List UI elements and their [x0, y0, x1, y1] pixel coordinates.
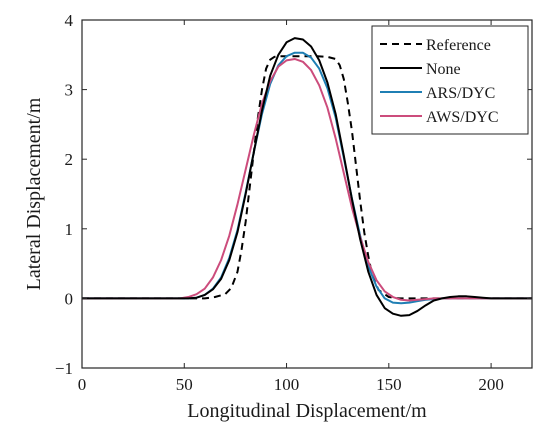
legend: Reference None ARS/DYC AWS/DYC — [371, 25, 529, 135]
x-tick-label: 100 — [274, 375, 300, 394]
ticks: 0 50 100 150 200 −1 0 1 2 3 4 — [55, 11, 532, 394]
y-tick-label: −1 — [55, 359, 73, 378]
x-tick-label: 200 — [478, 375, 504, 394]
series-line-reference — [82, 55, 532, 300]
y-tick-label: 4 — [65, 11, 74, 30]
series-line-aws-dyc — [82, 57, 532, 302]
y-tick-label: 1 — [65, 220, 74, 239]
legend-label: None — [426, 61, 461, 78]
series-line-none — [82, 37, 532, 317]
y-tick-label: 2 — [65, 150, 74, 169]
series-group — [82, 37, 532, 317]
legend-label: AWS/DYC — [426, 109, 499, 126]
legend-label: Reference — [426, 37, 491, 54]
x-tick-label: 50 — [176, 375, 193, 394]
x-tick-label: 0 — [78, 375, 87, 394]
axes-frame — [81, 19, 533, 369]
y-tick-label: 0 — [65, 289, 74, 308]
y-tick-label: 3 — [65, 81, 74, 100]
x-axis-label: Longitudinal Displacement/m — [187, 400, 427, 422]
axes-box — [81, 19, 533, 369]
y-axis-label: Lateral Displacement/m — [23, 97, 45, 290]
x-tick-label: 150 — [376, 375, 402, 394]
legend-label: ARS/DYC — [426, 85, 495, 102]
